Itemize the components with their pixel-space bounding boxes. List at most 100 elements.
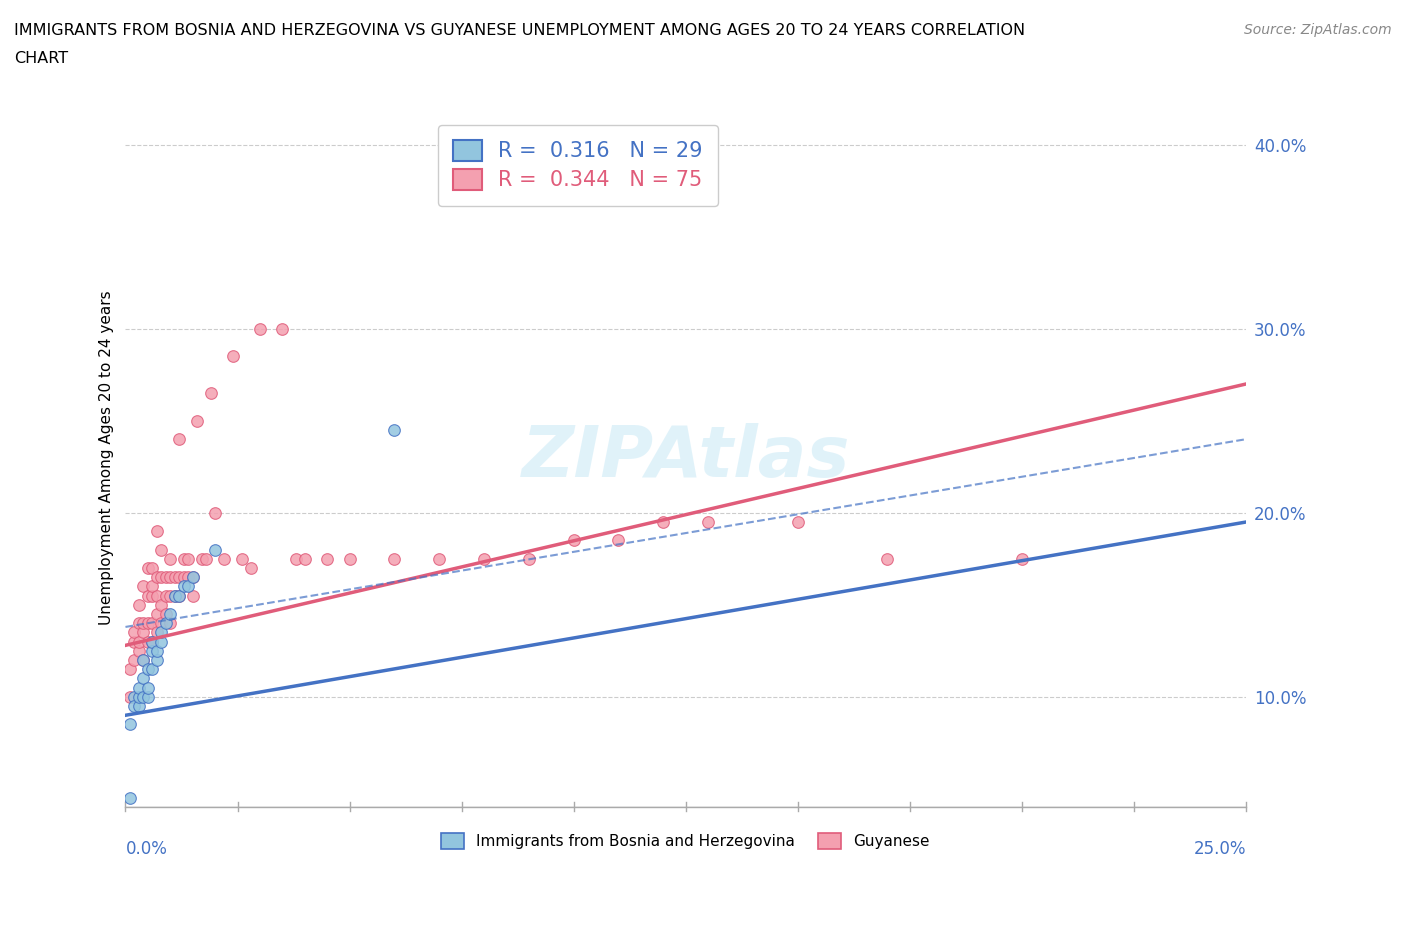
Point: [146, 653, 169, 668]
Point: [186, 414, 208, 429]
Point: [136, 561, 159, 576]
Point: [141, 616, 163, 631]
Point: [190, 551, 212, 566]
Point: [195, 551, 218, 566]
Point: [427, 551, 450, 566]
Point: [150, 625, 173, 640]
Point: [786, 514, 808, 529]
Point: [181, 588, 204, 603]
Point: [150, 634, 173, 649]
Point: [562, 533, 585, 548]
Point: [239, 561, 262, 576]
Point: [146, 588, 169, 603]
Point: [249, 322, 271, 337]
Point: [382, 551, 405, 566]
Point: [284, 551, 307, 566]
Point: [204, 542, 226, 557]
Point: [136, 634, 159, 649]
Text: ZIPAtlas: ZIPAtlas: [522, 423, 849, 492]
Point: [146, 625, 169, 640]
Point: [132, 616, 155, 631]
Point: [159, 616, 181, 631]
Point: [159, 570, 181, 585]
Point: [1011, 551, 1033, 566]
Point: [141, 634, 163, 649]
Point: [177, 551, 200, 566]
Point: [177, 570, 200, 585]
Point: [118, 662, 141, 677]
Point: [136, 689, 159, 704]
Point: [128, 616, 150, 631]
Point: [128, 644, 150, 658]
Point: [150, 616, 173, 631]
Point: [155, 606, 177, 621]
Point: [177, 579, 200, 594]
Point: [316, 551, 339, 566]
Point: [124, 625, 146, 640]
Point: [141, 561, 163, 576]
Point: [132, 653, 155, 668]
Point: [173, 579, 195, 594]
Point: [141, 662, 163, 677]
Text: Source: ZipAtlas.com: Source: ZipAtlas.com: [1244, 23, 1392, 37]
Point: [876, 551, 898, 566]
Point: [163, 570, 186, 585]
Point: [155, 588, 177, 603]
Point: [141, 634, 163, 649]
Point: [607, 533, 630, 548]
Point: [167, 432, 190, 446]
Point: [294, 551, 316, 566]
Point: [141, 644, 163, 658]
Text: IMMIGRANTS FROM BOSNIA AND HERZEGOVINA VS GUYANESE UNEMPLOYMENT AMONG AGES 20 TO: IMMIGRANTS FROM BOSNIA AND HERZEGOVINA V…: [14, 23, 1025, 38]
Point: [159, 606, 181, 621]
Point: [132, 671, 155, 686]
Point: [167, 588, 190, 603]
Point: [150, 570, 173, 585]
Point: [136, 680, 159, 695]
Point: [167, 570, 190, 585]
Point: [128, 680, 150, 695]
Point: [382, 422, 405, 437]
Point: [181, 570, 204, 585]
Point: [231, 551, 253, 566]
Point: [124, 634, 146, 649]
Legend: Immigrants from Bosnia and Herzegovina, Guyanese: Immigrants from Bosnia and Herzegovina, …: [436, 828, 936, 856]
Point: [146, 606, 169, 621]
Y-axis label: Unemployment Among Ages 20 to 24 years: Unemployment Among Ages 20 to 24 years: [100, 290, 114, 625]
Text: CHART: CHART: [14, 51, 67, 66]
Point: [128, 698, 150, 713]
Point: [222, 349, 245, 364]
Point: [124, 653, 146, 668]
Point: [339, 551, 361, 566]
Point: [118, 717, 141, 732]
Point: [472, 551, 495, 566]
Point: [212, 551, 235, 566]
Point: [146, 644, 169, 658]
Point: [128, 634, 150, 649]
Point: [141, 588, 163, 603]
Point: [173, 551, 195, 566]
Point: [159, 551, 181, 566]
Point: [136, 588, 159, 603]
Point: [132, 625, 155, 640]
Point: [132, 653, 155, 668]
Point: [118, 790, 141, 805]
Point: [128, 689, 150, 704]
Point: [128, 597, 150, 612]
Point: [155, 570, 177, 585]
Text: 25.0%: 25.0%: [1194, 841, 1246, 858]
Point: [136, 616, 159, 631]
Point: [163, 588, 186, 603]
Point: [136, 662, 159, 677]
Point: [118, 689, 141, 704]
Point: [517, 551, 540, 566]
Point: [124, 689, 146, 704]
Point: [146, 570, 169, 585]
Point: [181, 570, 204, 585]
Point: [155, 616, 177, 631]
Point: [271, 322, 294, 337]
Point: [150, 542, 173, 557]
Text: 0.0%: 0.0%: [125, 841, 167, 858]
Point: [132, 689, 155, 704]
Point: [159, 588, 181, 603]
